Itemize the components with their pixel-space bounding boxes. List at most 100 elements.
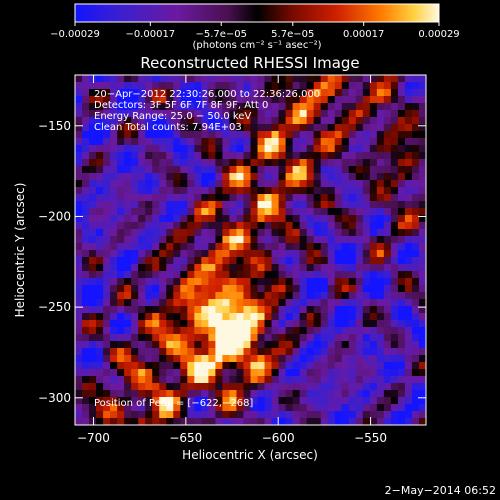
heatmap-cell [208, 89, 216, 97]
heatmap-cell [320, 180, 329, 188]
heatmap-cell [390, 159, 399, 167]
heatmap-cell [271, 243, 279, 251]
heatmap-cell [278, 229, 286, 237]
heatmap-cell [215, 117, 223, 125]
heatmap-cell [173, 334, 181, 342]
heatmap-cell [292, 390, 301, 398]
heatmap-cell [397, 82, 406, 90]
heatmap-cell [201, 131, 209, 139]
heatmap-cell [250, 159, 258, 167]
heatmap-cell [194, 159, 202, 167]
heatmap-cell [215, 320, 223, 328]
heatmap-cell [222, 75, 230, 83]
heatmap-cell [250, 138, 258, 146]
heatmap-cell [110, 348, 118, 356]
heatmap-cell [320, 96, 329, 104]
heatmap-cell [257, 208, 265, 216]
heatmap-cell [159, 369, 167, 377]
heatmap-cell [250, 215, 258, 223]
heatmap-cell [369, 285, 378, 293]
heatmap-cell [285, 376, 294, 384]
heatmap-cell [96, 152, 104, 160]
heatmap-cell [166, 320, 174, 328]
heatmap-cell [327, 418, 336, 426]
heatmap-cell [117, 82, 125, 90]
heatmap-cell [327, 313, 336, 321]
heatmap-cell [292, 383, 301, 391]
heatmap-cell [124, 320, 132, 328]
heatmap-cell [222, 138, 230, 146]
heatmap-cell [369, 362, 378, 370]
heatmap-cell [117, 173, 125, 181]
heatmap-cell [376, 257, 385, 265]
peak-label: Position of Peak = [−622,−268] [94, 398, 253, 409]
heatmap-cell [117, 243, 125, 251]
heatmap-cell [257, 390, 265, 398]
heatmap-cell [264, 75, 272, 83]
heatmap-cell [397, 180, 406, 188]
heatmap-cell [411, 404, 420, 412]
heatmap-cell [278, 362, 286, 370]
heatmap-cell [89, 103, 97, 111]
heatmap-cell [159, 306, 167, 314]
heatmap-cell [327, 166, 336, 174]
heatmap-cell [103, 208, 111, 216]
heatmap-cell [131, 243, 139, 251]
heatmap-cell [89, 152, 97, 160]
heatmap-cell [138, 383, 146, 391]
heatmap-cell [243, 355, 251, 363]
heatmap-cell [383, 222, 392, 230]
heatmap-cell [159, 229, 167, 237]
heatmap-cell [397, 348, 406, 356]
heatmap-cell [222, 103, 230, 111]
heatmap-cell [327, 404, 336, 412]
heatmap-cell [369, 131, 378, 139]
heatmap-cell [320, 82, 329, 90]
heatmap-cell [341, 243, 350, 251]
heatmap-cell [271, 236, 279, 244]
heatmap-cell [264, 313, 272, 321]
heatmap-cell [145, 166, 153, 174]
heatmap-cell [271, 411, 279, 419]
heatmap-cell [110, 173, 118, 181]
heatmap-cell [369, 341, 378, 349]
heatmap-cell [194, 201, 202, 209]
heatmap-cell [229, 313, 237, 321]
heatmap-cell [152, 334, 160, 342]
heatmap-cell [215, 341, 223, 349]
heatmap-cell [299, 89, 308, 97]
heatmap-cell [327, 278, 336, 286]
heatmap-cell [236, 313, 244, 321]
heatmap-cell [145, 187, 153, 195]
heatmap-cell [362, 243, 371, 251]
heatmap-cell [117, 159, 125, 167]
heatmap-cell [103, 257, 111, 265]
heatmap-cell [327, 194, 336, 202]
heatmap-cell [257, 257, 265, 265]
heatmap-cell [334, 110, 343, 118]
heatmap-cell [306, 292, 315, 300]
heatmap-cell [383, 194, 392, 202]
heatmap-cell [313, 376, 322, 384]
heatmap-cell [264, 271, 272, 279]
heatmap-cell [271, 341, 279, 349]
heatmap-cell [341, 257, 350, 265]
heatmap-cell [292, 173, 301, 181]
heatmap-cell [159, 278, 167, 286]
heatmap-cell [306, 208, 315, 216]
heatmap-cell [138, 397, 146, 405]
heatmap-cell [341, 124, 350, 132]
colorbar-tick-label: −0.00017 [125, 29, 175, 40]
heatmap-cell [124, 264, 132, 272]
heatmap-cell [82, 341, 90, 349]
heatmap-cell [264, 250, 272, 258]
heatmap-cell [327, 145, 336, 153]
heatmap-cell [278, 411, 286, 419]
heatmap-cell [215, 138, 223, 146]
heatmap-cell [313, 306, 322, 314]
heatmap-cell [131, 96, 139, 104]
heatmap-cell [348, 264, 357, 272]
heatmap-cell [411, 355, 420, 363]
heatmap-cell [138, 418, 146, 426]
heatmap-cell [187, 306, 195, 314]
